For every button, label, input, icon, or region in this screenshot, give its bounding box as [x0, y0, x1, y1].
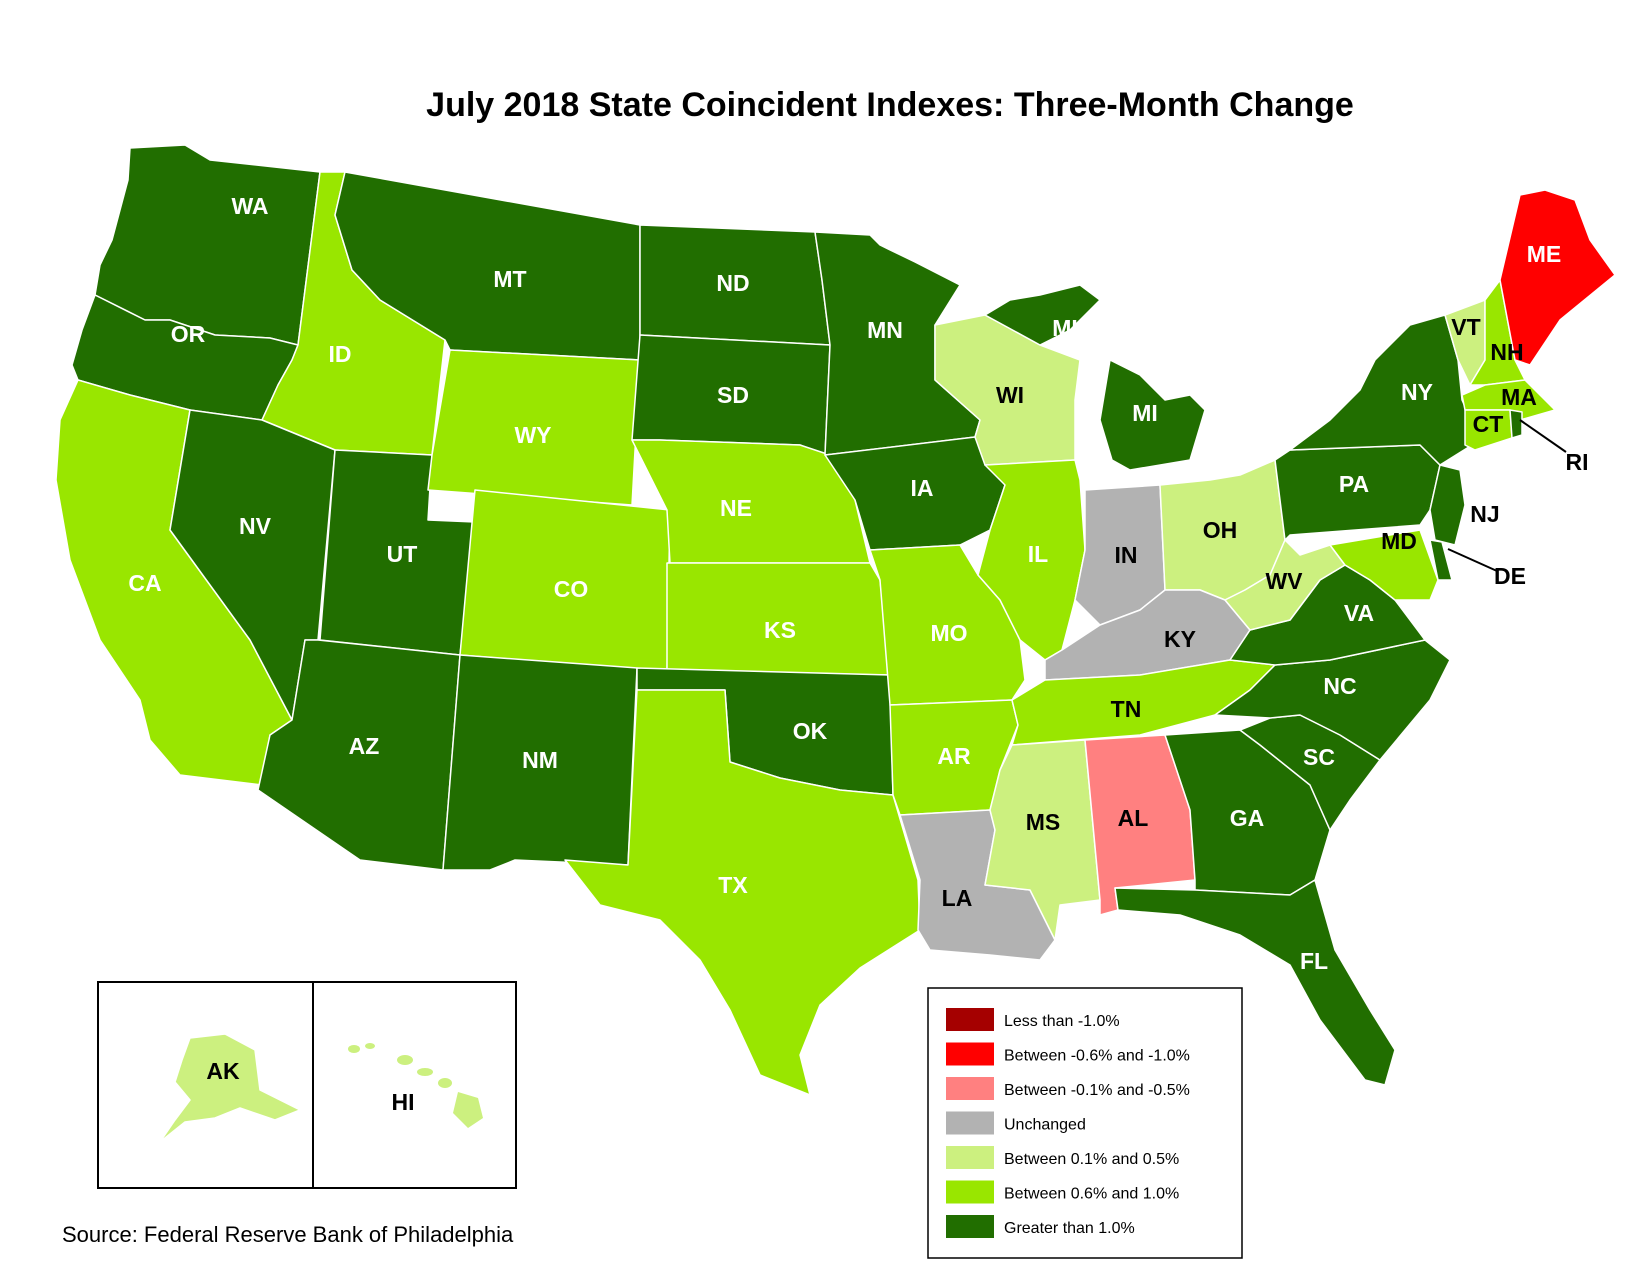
label-NE: NE — [720, 495, 752, 521]
label-NJ: NJ — [1470, 501, 1499, 527]
legend-swatch — [946, 1180, 994, 1204]
legend-label: Greater than 1.0% — [1004, 1220, 1135, 1237]
label-MO: MO — [930, 620, 967, 646]
label-CT: CT — [1473, 411, 1504, 437]
state-FL — [1114, 879, 1396, 1086]
source-note: Source: Federal Reserve Bank of Philadel… — [62, 1222, 514, 1247]
state-RI — [1509, 409, 1523, 439]
label-RI: RI — [1566, 449, 1589, 475]
label-SC: SC — [1303, 744, 1335, 770]
state-WV — [1224, 539, 1346, 631]
legend-items: Less than -1.0% Between -0.6% and -1.0% Be… — [946, 1008, 1190, 1238]
leader-lines — [1447, 419, 1567, 572]
label-ME: ME — [1527, 241, 1562, 267]
label-MS: MS — [1026, 809, 1061, 835]
leader-de — [1447, 548, 1498, 572]
label-SD: SD — [717, 382, 749, 408]
label-AZ: AZ — [349, 733, 380, 759]
leader-ri — [1519, 419, 1567, 453]
label-ID: ID — [329, 341, 352, 367]
label-NC: NC — [1323, 673, 1356, 699]
hi-island-5 — [438, 1078, 452, 1088]
label-MA: MA — [1501, 384, 1537, 410]
state-NC — [1214, 639, 1451, 761]
label-PA: PA — [1339, 471, 1369, 497]
label-HI: HI — [392, 1089, 415, 1115]
label-FL: FL — [1300, 948, 1328, 974]
label-NV: NV — [239, 513, 272, 539]
state-labels: WA OR CA ID NV UT AZ MT WY CO NM ND SD N… — [128, 193, 1588, 974]
legend-swatch — [946, 1215, 994, 1238]
label-TX: TX — [718, 872, 748, 898]
state-AK — [159, 1033, 301, 1143]
inset-box: AK HI — [97, 981, 517, 1189]
state-ME — [1499, 189, 1616, 366]
label-CA: CA — [128, 570, 161, 596]
state-MI — [1099, 359, 1206, 471]
label-CO: CO — [554, 576, 589, 602]
label-OR: OR — [171, 321, 206, 347]
label-WY: WY — [514, 422, 551, 448]
inset-frame — [97, 981, 517, 1189]
label-MI-UP: MI — [1052, 315, 1078, 341]
label-NH: NH — [1490, 339, 1523, 365]
label-VT: VT — [1451, 314, 1480, 340]
state-NJ — [1429, 464, 1466, 546]
label-UT: UT — [387, 541, 418, 567]
legend-label: Between -0.6% and -1.0% — [1004, 1048, 1190, 1065]
label-OH: OH — [1203, 517, 1238, 543]
legend-label: Between -0.1% and -0.5% — [1004, 1082, 1190, 1099]
label-DE: DE — [1494, 563, 1526, 589]
label-VA: VA — [1344, 600, 1374, 626]
state-MI-UP — [984, 284, 1101, 346]
legend-swatch — [946, 1077, 994, 1100]
label-MI: MI — [1132, 400, 1158, 426]
hi-island-2 — [365, 1043, 375, 1049]
hi-island-4 — [417, 1068, 433, 1076]
label-MD: MD — [1381, 528, 1417, 554]
map-title: July 2018 State Coincident Indexes: Thre… — [426, 86, 1354, 124]
label-IL: IL — [1028, 541, 1048, 567]
legend-swatch — [946, 1146, 994, 1169]
hi-island-1 — [348, 1045, 360, 1053]
legend-swatch — [946, 1042, 994, 1066]
legend-label: Unchanged — [1004, 1117, 1086, 1134]
label-LA: LA — [942, 885, 973, 911]
state-CT — [1464, 409, 1513, 451]
label-IN: IN — [1115, 542, 1138, 568]
label-AL: AL — [1118, 805, 1149, 831]
hi-island-3 — [397, 1055, 413, 1065]
state-DE — [1429, 539, 1453, 581]
label-WA: WA — [231, 193, 268, 219]
legend-label: Between 0.1% and 0.5% — [1004, 1151, 1179, 1168]
legend-swatch — [946, 1111, 994, 1135]
label-KS: KS — [764, 617, 796, 643]
legend: Less than -1.0% Between -0.6% and -1.0% Be… — [927, 987, 1243, 1259]
hi-island-big — [453, 1092, 483, 1128]
label-NM: NM — [522, 747, 558, 773]
legend-label: Between 0.6% and 1.0% — [1004, 1186, 1179, 1203]
state-HI — [348, 1043, 483, 1128]
state-TX — [564, 689, 921, 1096]
label-KY: KY — [1164, 626, 1196, 652]
label-MN: MN — [867, 317, 903, 343]
state-MD — [1329, 529, 1439, 601]
states-layer — [55, 144, 1616, 1096]
label-AK: AK — [206, 1058, 240, 1084]
label-OK: OK — [793, 718, 828, 744]
label-NY: NY — [1401, 379, 1433, 405]
label-TN: TN — [1111, 696, 1142, 722]
legend-swatch — [946, 1008, 994, 1031]
label-ND: ND — [716, 270, 749, 296]
label-WI: WI — [996, 382, 1024, 408]
legend-label: Less than -1.0% — [1004, 1013, 1120, 1030]
label-MT: MT — [493, 266, 526, 292]
label-IA: IA — [911, 475, 934, 501]
label-WV: WV — [1265, 568, 1303, 594]
label-GA: GA — [1230, 805, 1265, 831]
label-AR: AR — [937, 743, 971, 769]
